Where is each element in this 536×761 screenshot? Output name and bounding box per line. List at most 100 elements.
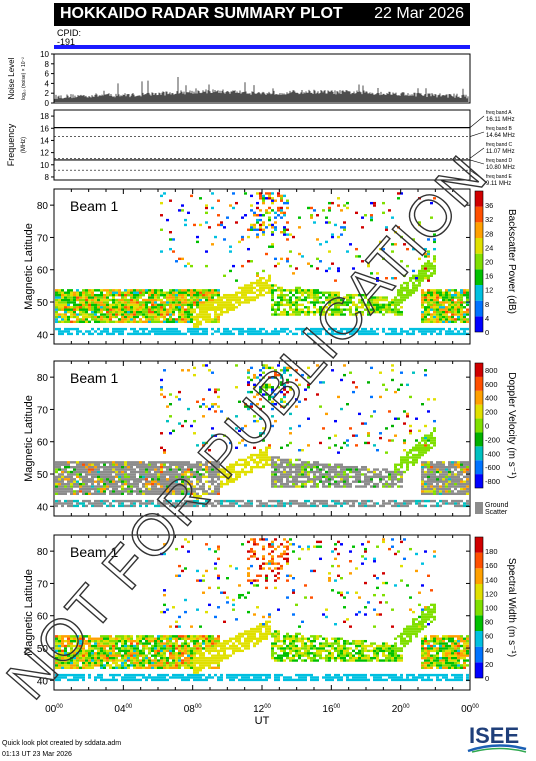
data-cell (445, 291, 448, 294)
data-cell (178, 461, 181, 464)
freq-ytick-label: 12 (40, 149, 49, 158)
data-cell (280, 499, 283, 503)
data-cell (151, 649, 154, 653)
data-cell (118, 649, 121, 653)
data-cell (172, 468, 175, 471)
data-cell (256, 228, 259, 231)
data-cell (241, 330, 244, 333)
data-cell (337, 308, 340, 311)
data-cell (433, 473, 436, 476)
data-cell (112, 490, 115, 493)
data-cell (319, 470, 322, 474)
data-cell (400, 480, 403, 483)
data-cell (394, 243, 397, 246)
data-cell (301, 463, 304, 466)
data-cell (376, 303, 379, 307)
data-cell (202, 441, 205, 445)
data-cell (313, 291, 316, 294)
lat-tick-label: 80 (37, 373, 49, 384)
data-cell (88, 661, 91, 665)
data-cell (58, 656, 61, 660)
data-cell (259, 223, 262, 227)
data-cell (439, 301, 442, 304)
data-cell (124, 465, 127, 469)
data-cell (325, 306, 328, 309)
data-cell (178, 468, 181, 471)
data-cell (88, 664, 91, 667)
data-cell (121, 502, 124, 505)
data-cell (172, 485, 175, 488)
data-cell (448, 502, 451, 505)
data-cell (61, 652, 64, 655)
data-cell (187, 470, 190, 474)
data-cell (160, 194, 163, 198)
data-cell (199, 463, 202, 466)
data-cell (139, 637, 142, 640)
data-cell (292, 235, 295, 239)
data-cell (136, 673, 139, 677)
data-cell (154, 298, 157, 302)
data-cell (427, 303, 430, 307)
data-cell (148, 332, 151, 336)
data-cell (124, 637, 127, 640)
data-cell (142, 320, 145, 324)
data-cell (229, 306, 232, 309)
data-cell (274, 332, 277, 336)
data-cell (217, 470, 220, 474)
lat-tick-label: 70 (37, 405, 49, 416)
data-cell (199, 468, 202, 471)
data-cell (115, 310, 118, 314)
data-cell (58, 465, 61, 469)
data-cell (133, 490, 136, 493)
data-cell (217, 482, 220, 486)
data-cell (139, 490, 142, 493)
data-cell (148, 320, 151, 324)
data-cell (400, 235, 403, 239)
data-cell (427, 308, 430, 311)
data-cell (274, 482, 277, 486)
data-cell (364, 485, 367, 488)
data-cell (79, 642, 82, 645)
data-cell (172, 487, 175, 491)
data-cell (94, 320, 97, 324)
data-cell (304, 306, 307, 309)
data-cell (154, 301, 157, 304)
colorbar-swatch (475, 316, 483, 332)
data-cell (121, 306, 124, 309)
data-cell (58, 639, 61, 643)
data-cell (232, 480, 235, 483)
data-cell (91, 470, 94, 474)
data-cell (112, 659, 115, 662)
data-cell (388, 499, 391, 503)
data-cell (148, 293, 151, 297)
data-cell (307, 461, 310, 464)
data-cell (58, 303, 61, 307)
data-cell (115, 499, 118, 503)
data-cell (58, 332, 61, 336)
data-cell (97, 487, 100, 491)
data-cell (445, 301, 448, 304)
data-cell (304, 310, 307, 314)
data-cell (361, 473, 364, 476)
data-cell (280, 231, 283, 234)
data-cell (127, 463, 130, 466)
colorbar-tick-label: 800 (485, 366, 498, 375)
data-cell (316, 289, 319, 292)
data-cell (64, 293, 67, 297)
data-cell (298, 327, 301, 331)
data-cell (193, 315, 196, 319)
data-cell (340, 504, 343, 508)
data-cell (307, 499, 310, 503)
data-cell (178, 485, 181, 488)
data-cell (430, 470, 433, 474)
data-cell (82, 468, 85, 471)
data-cell (181, 257, 184, 261)
data-cell (199, 480, 202, 483)
data-cell (175, 499, 178, 503)
data-cell (166, 303, 169, 307)
data-cell (307, 313, 310, 316)
data-cell (61, 296, 64, 299)
data-cell (370, 201, 373, 205)
data-cell (241, 238, 244, 241)
data-cell (58, 298, 61, 302)
